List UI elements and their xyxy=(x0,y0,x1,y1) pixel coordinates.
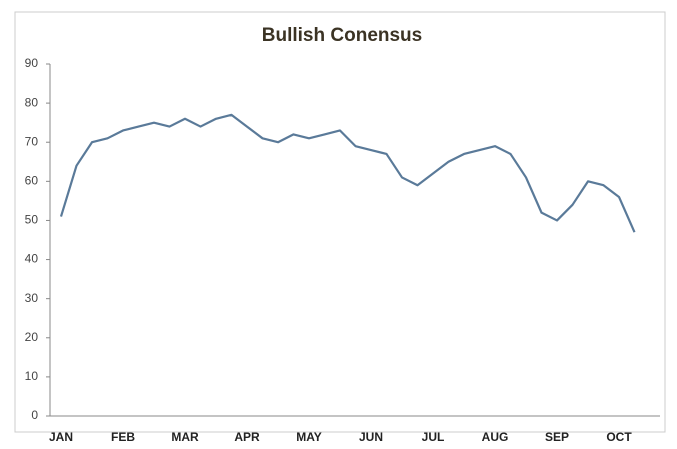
line-series xyxy=(59,113,636,233)
x-tick-label: JAN xyxy=(49,430,73,444)
x-tick-label: SEP xyxy=(545,430,569,444)
x-tick-label: JUL xyxy=(422,430,445,444)
y-tick-label: 30 xyxy=(25,291,39,305)
x-tick-label: MAY xyxy=(296,430,322,444)
y-tick-label: 0 xyxy=(31,408,38,422)
y-tick-label: 50 xyxy=(25,213,39,227)
x-tick-label: OCT xyxy=(606,430,632,444)
y-tick-label: 40 xyxy=(25,252,39,266)
x-tick-label: APR xyxy=(234,430,260,444)
x-tick-label: AUG xyxy=(482,430,509,444)
y-tick-label: 80 xyxy=(25,95,39,109)
y-tick-label: 10 xyxy=(25,369,39,383)
chart-title: Bullish Conensus xyxy=(262,25,422,46)
x-tick-label: FEB xyxy=(111,430,135,444)
y-tick-label: 20 xyxy=(25,330,39,344)
x-tick-label: JUN xyxy=(359,430,383,444)
y-tick-label: 90 xyxy=(25,56,39,70)
y-tick-label: 70 xyxy=(25,134,39,148)
y-tick-label: 60 xyxy=(25,174,39,188)
chart-frame xyxy=(14,11,666,433)
x-tick-label: MAR xyxy=(171,430,199,444)
